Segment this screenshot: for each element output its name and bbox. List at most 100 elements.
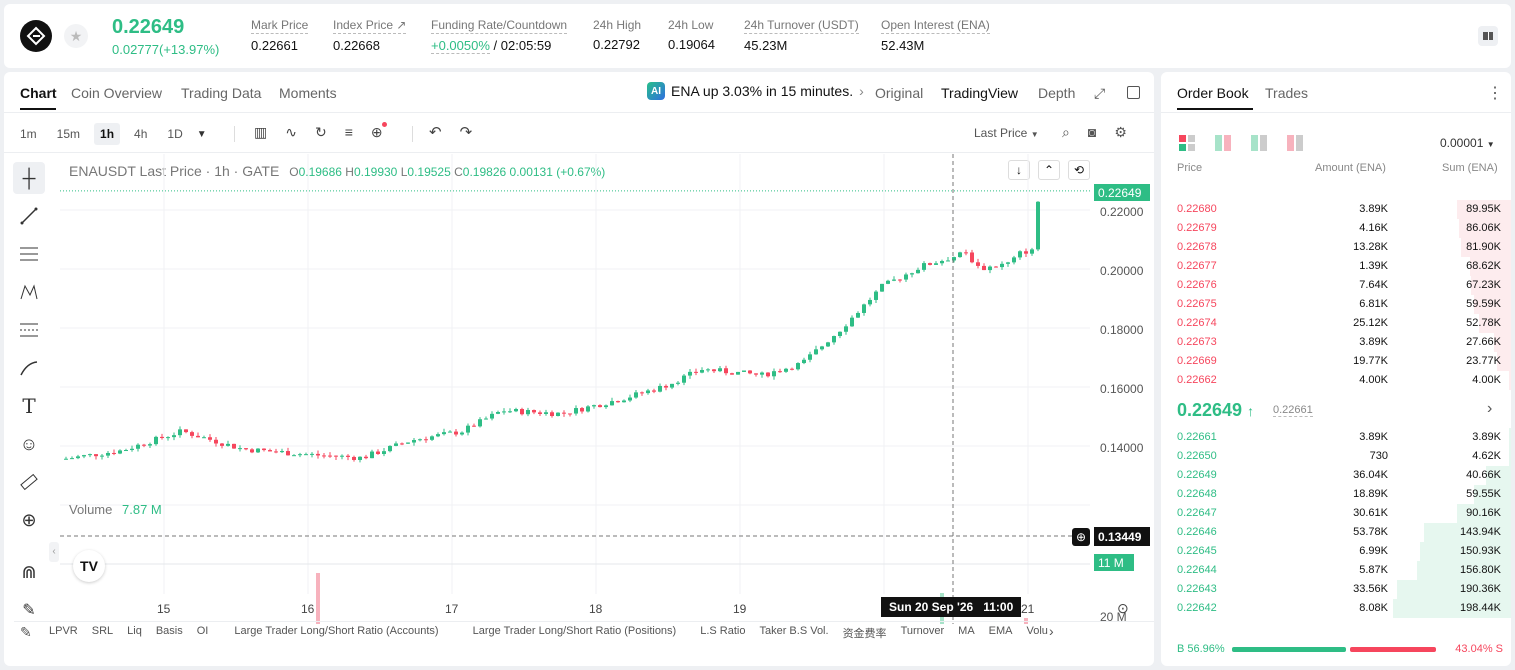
reset-icon[interactable]: ⟲ xyxy=(1068,160,1090,180)
collapse-toolbar-icon[interactable]: ‹ xyxy=(49,542,59,562)
tf-dropdown-icon[interactable]: ▼ xyxy=(196,128,207,140)
pattern-tool-icon[interactable] xyxy=(13,276,45,308)
indicator-large-trader-accounts[interactable]: Large Trader Long/Short Ratio (Accounts) xyxy=(234,625,439,637)
bid-row[interactable]: 0.22643 33.56K 190.36K xyxy=(1161,580,1513,599)
indicator-large-trader-positions[interactable]: Large Trader Long/Short Ratio (Positions… xyxy=(472,625,677,637)
tf-4h[interactable]: 4h xyxy=(134,127,148,141)
candle-body xyxy=(586,406,590,412)
compare-icon[interactable]: ↻ xyxy=(314,124,327,140)
price-type-select[interactable]: Last Price ▼ xyxy=(974,126,1039,140)
tab-moments[interactable]: Moments xyxy=(279,85,337,101)
indicator-basis[interactable]: Basis xyxy=(155,625,183,637)
indicator-taker-vol[interactable]: Taker B.S Vol. xyxy=(759,625,829,637)
tab-order-book[interactable]: Order Book xyxy=(1177,85,1249,101)
ask-row[interactable]: 0.22678 13.28K 81.90K xyxy=(1161,238,1513,257)
mid-expand-icon[interactable]: › xyxy=(1487,400,1493,417)
tf-1m[interactable]: 1m xyxy=(20,127,37,141)
ask-row[interactable]: 0.22676 7.64K 67.23K xyxy=(1161,276,1513,295)
bid-row[interactable]: 0.22642 8.08K 198.44K xyxy=(1161,599,1513,618)
collapse-icon[interactable]: ⌃ xyxy=(1038,160,1060,180)
camera-icon[interactable]: ◙ xyxy=(1087,124,1097,140)
indicator-oi[interactable]: OI xyxy=(196,625,209,637)
view-depth[interactable]: Depth xyxy=(1038,85,1076,101)
row-price: 0.22648 xyxy=(1177,488,1217,500)
bid-row[interactable]: 0.22649 36.04K 40.66K xyxy=(1161,466,1513,485)
emoji-tool-icon[interactable]: ☺ xyxy=(19,433,39,454)
candlestick-chart[interactable] xyxy=(60,154,1154,624)
indicator-funding-rate[interactable]: 资金费率 xyxy=(842,628,887,640)
undo-icon[interactable]: ↶ xyxy=(429,124,442,141)
ask-row[interactable]: 0.22679 4.16K 86.06K xyxy=(1161,219,1513,238)
view-original[interactable]: Original xyxy=(875,85,924,101)
tf-1h[interactable]: 1h xyxy=(94,123,121,145)
template-icon[interactable]: ≡ xyxy=(344,124,353,140)
indicator-ls-ratio[interactable]: L.S Ratio xyxy=(700,625,746,637)
precision-select[interactable]: 0.00001 ▼ xyxy=(1440,136,1495,150)
view-split-icon[interactable] xyxy=(1215,135,1231,151)
zoom-in-tool-icon[interactable]: ⊕ xyxy=(21,509,37,530)
indicator-srl[interactable]: SRL xyxy=(91,625,114,637)
add-indicator-icon[interactable]: ⊕ xyxy=(371,122,387,141)
edit-indicators-icon[interactable]: ✎ xyxy=(20,624,32,640)
indicator-volume[interactable]: Volu xyxy=(1026,625,1048,637)
view-tradingview[interactable]: TradingView xyxy=(941,85,1019,101)
fib-tool-icon[interactable] xyxy=(13,314,45,346)
bid-row[interactable]: 0.22647 30.61K 90.16K xyxy=(1161,504,1513,523)
search-icon[interactable]: ⌕ xyxy=(1062,124,1070,140)
ask-row[interactable]: 0.22662 4.00K 4.00K xyxy=(1161,371,1513,390)
candle-type-icon[interactable]: ▥ xyxy=(254,124,268,140)
ask-row[interactable]: 0.22680 3.89K 89.95K xyxy=(1161,200,1513,219)
indicator-ema[interactable]: EMA xyxy=(988,625,1013,637)
text-tool-icon[interactable]: T xyxy=(22,394,36,418)
crosshair-tool-icon[interactable]: ┼ xyxy=(13,162,45,194)
tab-trading-data[interactable]: Trading Data xyxy=(181,85,262,101)
ask-row[interactable]: 0.22669 19.77K 23.77K xyxy=(1161,352,1513,371)
ruler-tool-icon[interactable] xyxy=(13,466,45,498)
expand-icon[interactable]: ⤢ xyxy=(1094,85,1106,101)
indicator-turnover[interactable]: Turnover xyxy=(900,625,945,637)
view-bids-icon[interactable] xyxy=(1251,135,1267,151)
indicator-lpvr[interactable]: LPVR xyxy=(49,625,78,637)
brush-tool-icon[interactable] xyxy=(13,352,45,384)
tf-1d[interactable]: 1D xyxy=(167,127,183,141)
redo-icon[interactable]: ↷ xyxy=(459,124,473,141)
magnet-tool-icon[interactable]: ⋒ xyxy=(21,561,37,582)
ticker-alert[interactable]: AI ENA up 3.03% in 15 minutes. › xyxy=(647,82,864,100)
ask-row[interactable]: 0.22673 3.89K 27.66K xyxy=(1161,333,1513,352)
favorite-star-icon[interactable]: ★ xyxy=(64,24,88,48)
indicator-liq[interactable]: Liq xyxy=(127,625,142,637)
tab-coin-overview[interactable]: Coin Overview xyxy=(71,85,163,101)
bid-row[interactable]: 0.22661 3.89K 3.89K xyxy=(1161,428,1513,447)
bid-row[interactable]: 0.22646 53.78K 143.94K xyxy=(1161,523,1513,542)
stat-index-price[interactable]: Index Price ↗ 0.22668 xyxy=(333,18,407,53)
scroll-down-icon[interactable]: ↓ xyxy=(1008,160,1030,180)
candle-body xyxy=(142,444,146,446)
ask-row[interactable]: 0.22675 6.81K 59.59K xyxy=(1161,295,1513,314)
more-menu-icon[interactable]: ⋮ xyxy=(1487,85,1503,102)
tab-chart[interactable]: Chart xyxy=(20,85,57,101)
indicator-scroll-right-icon[interactable]: › xyxy=(1049,623,1054,639)
row-amount: 53.78K xyxy=(1353,526,1388,538)
add-alert-icon[interactable]: ⊕ xyxy=(1072,528,1090,546)
book-icon[interactable] xyxy=(1478,26,1498,46)
view-both-icon[interactable] xyxy=(1179,135,1195,151)
trendline-tool-icon[interactable] xyxy=(13,200,45,232)
indicator-icon[interactable]: ∿ xyxy=(285,124,297,140)
indicator-ma[interactable]: MA xyxy=(958,625,975,637)
ask-row[interactable]: 0.22677 1.39K 68.62K xyxy=(1161,257,1513,276)
gear-icon[interactable]: ⚙ xyxy=(1114,124,1127,140)
view-asks-icon[interactable] xyxy=(1287,135,1303,151)
ask-row[interactable]: 0.22674 25.12K 52.78K xyxy=(1161,314,1513,333)
window-icon[interactable] xyxy=(1127,86,1140,99)
pencil-lock-tool-icon[interactable]: ✎ xyxy=(22,602,36,619)
bid-row[interactable]: 0.22648 18.89K 59.55K xyxy=(1161,485,1513,504)
sell-ratio-bar xyxy=(1349,647,1436,652)
bid-row[interactable]: 0.22650 730 4.62K xyxy=(1161,447,1513,466)
channel-tool-icon[interactable] xyxy=(13,238,45,270)
tf-15m[interactable]: 15m xyxy=(56,127,81,141)
bid-row[interactable]: 0.22645 6.99K 150.93K xyxy=(1161,542,1513,561)
bid-row[interactable]: 0.22644 5.87K 156.80K xyxy=(1161,561,1513,580)
row-amount: 6.99K xyxy=(1359,545,1388,557)
tab-trades[interactable]: Trades xyxy=(1265,85,1309,101)
chart-settings-icon[interactable]: ⊙ xyxy=(1117,600,1129,616)
